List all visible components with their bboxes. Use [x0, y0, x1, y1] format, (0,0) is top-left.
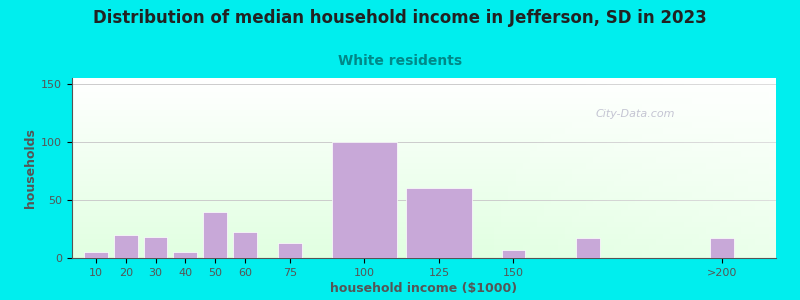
Bar [502, 250, 526, 258]
Bar [143, 237, 167, 258]
Bar [174, 252, 198, 258]
Text: City-Data.com: City-Data.com [595, 109, 675, 119]
Text: White residents: White residents [338, 54, 462, 68]
X-axis label: household income ($1000): household income ($1000) [330, 282, 518, 295]
Bar [406, 188, 472, 258]
Bar [203, 212, 227, 258]
Bar [278, 243, 302, 258]
Bar [114, 235, 138, 258]
Bar [331, 142, 397, 258]
Bar [84, 252, 108, 258]
Bar [576, 238, 600, 258]
Bar [710, 238, 734, 258]
Text: Distribution of median household income in Jefferson, SD in 2023: Distribution of median household income … [93, 9, 707, 27]
Bar [233, 232, 257, 258]
Y-axis label: households: households [24, 128, 37, 208]
